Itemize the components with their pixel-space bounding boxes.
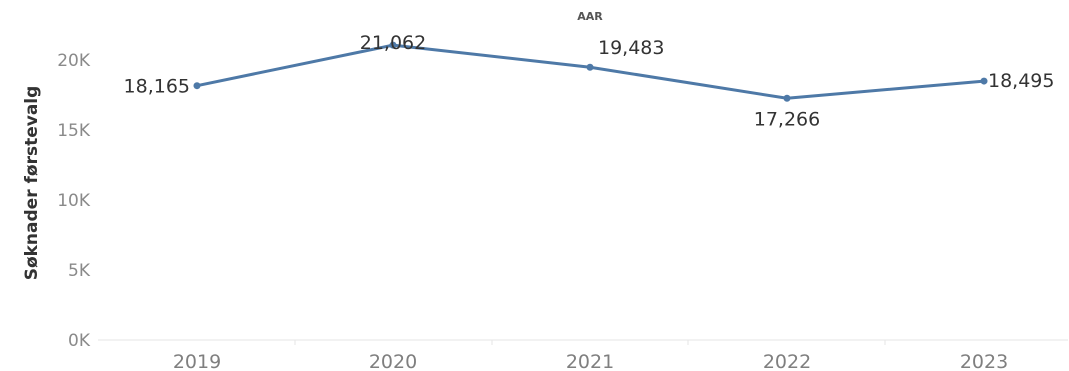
x-tick-label: 2022 (763, 351, 811, 371)
data-label: 17,266 (754, 108, 820, 130)
y-axis-ticks: 0K 5K 10K 15K 20K (57, 51, 91, 351)
y-tick-label: 20K (57, 51, 91, 71)
y-tick-label: 0K (68, 331, 91, 351)
data-label: 19,483 (598, 37, 664, 59)
y-tick-label: 5K (68, 261, 91, 281)
data-point[interactable] (193, 82, 201, 90)
series-line (196, 43, 985, 100)
data-label: 21,062 (360, 32, 426, 54)
x-axis-ticks: 2019 2020 2021 2022 2023 (173, 340, 1008, 371)
y-axis-label: Søknader førstevalg (22, 86, 42, 281)
chart-title: AAR (577, 10, 603, 23)
x-tick-label: 2023 (960, 351, 1008, 371)
data-point[interactable] (783, 94, 791, 102)
data-point[interactable] (980, 77, 988, 85)
data-point[interactable] (389, 41, 397, 49)
x-tick-label: 2019 (173, 351, 221, 371)
y-tick-label: 10K (57, 191, 91, 211)
series-group (193, 41, 988, 102)
data-label: 18,165 (124, 76, 190, 98)
data-point[interactable] (586, 63, 594, 71)
x-tick-label: 2021 (566, 351, 614, 371)
data-labels: 18,165 21,062 19,483 17,266 18,495 (124, 32, 1055, 130)
x-tick-label: 2020 (369, 351, 417, 371)
y-tick-label: 15K (57, 121, 91, 141)
data-label: 18,495 (988, 70, 1054, 92)
